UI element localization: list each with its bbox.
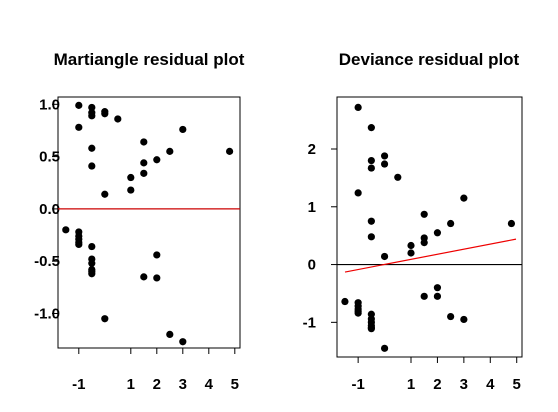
data-point	[88, 270, 96, 278]
x-tick-label: 4	[205, 376, 214, 393]
x-tick-label: 2	[153, 376, 161, 393]
data-point	[88, 242, 96, 251]
data-point	[367, 124, 375, 132]
data-point	[367, 217, 375, 225]
data-point	[367, 156, 375, 165]
data-point	[75, 123, 83, 131]
data-point	[433, 292, 442, 300]
data-point	[380, 160, 389, 168]
data-point	[127, 186, 135, 194]
data-point	[420, 210, 428, 218]
data-point	[140, 138, 148, 146]
data-point	[88, 112, 96, 120]
y-tick-label: -1.0	[34, 305, 60, 322]
data-point	[407, 249, 415, 257]
x-tick-label: -1	[351, 376, 364, 393]
data-point	[433, 284, 442, 292]
martingale-residual-panel: Martiangle residual plot -1 1 2 3 4 5 1.0 0.5 0…	[34, 50, 245, 393]
data-point	[101, 110, 109, 118]
data-point	[447, 312, 455, 321]
data-point	[179, 338, 187, 346]
data-point	[354, 309, 362, 317]
residual-points	[62, 101, 234, 346]
data-point	[367, 233, 375, 241]
data-point	[341, 297, 349, 306]
y-tick-label: -1	[303, 314, 316, 331]
x-axis: -1 1 2 3 4 5	[72, 348, 239, 393]
data-point	[226, 147, 234, 155]
x-tick-label: 4	[486, 376, 495, 393]
x-tick-label: 5	[513, 376, 521, 393]
data-point	[88, 259, 96, 267]
x-tick-label: -1	[72, 376, 85, 393]
data-point	[88, 103, 96, 112]
data-point	[179, 125, 187, 134]
data-point	[380, 344, 389, 352]
plot-frame	[336, 96, 523, 358]
y-axis: 2 1 0 -1	[303, 141, 337, 331]
data-point	[153, 156, 161, 164]
residual-points	[341, 103, 516, 352]
data-point	[153, 251, 161, 259]
data-point	[507, 219, 516, 228]
data-point	[88, 162, 96, 170]
y-tick-label: 1.0	[39, 96, 60, 113]
y-axis: 1.0 0.5 0.0 -0.5 -1.0	[34, 96, 60, 322]
data-point	[75, 240, 83, 249]
data-point	[166, 330, 174, 339]
data-point	[140, 159, 148, 167]
data-point	[367, 325, 375, 333]
deviance-residual-panel: Deviance residual plot -1 1 2 3 4 5 2 1 0 -1	[303, 50, 523, 393]
y-tick-label: 2	[308, 141, 316, 158]
data-point	[101, 190, 109, 198]
plot-title: Martiangle residual plot	[54, 50, 245, 69]
data-point	[367, 164, 375, 172]
x-axis: -1 1 2 3 4 5	[351, 357, 521, 393]
data-point	[75, 101, 83, 109]
data-point	[460, 194, 468, 202]
plot-frame	[57, 96, 241, 349]
data-point	[433, 229, 442, 237]
data-point	[114, 115, 122, 123]
data-point	[354, 103, 362, 111]
y-tick-label: -0.5	[34, 253, 60, 270]
data-point	[420, 239, 428, 247]
data-point	[166, 147, 174, 155]
y-tick-label: 0.0	[39, 201, 60, 218]
data-point	[127, 173, 135, 182]
data-point	[460, 315, 468, 324]
x-tick-label: 3	[179, 376, 187, 393]
trend-line	[344, 238, 517, 273]
x-tick-label: 3	[460, 376, 468, 393]
x-tick-label: 5	[231, 376, 239, 393]
data-point	[407, 241, 415, 250]
data-point	[380, 252, 389, 261]
data-point	[394, 173, 402, 181]
data-point	[140, 273, 148, 281]
data-point	[153, 274, 161, 282]
data-point	[447, 219, 455, 228]
x-tick-label: 2	[433, 376, 441, 393]
y-tick-label: 0	[308, 257, 316, 274]
x-tick-label: 1	[407, 376, 415, 393]
data-point	[420, 292, 428, 300]
data-point	[88, 144, 96, 152]
data-point	[380, 152, 389, 160]
x-tick-label: 1	[127, 376, 135, 393]
data-point	[101, 315, 109, 323]
y-tick-label: 1	[308, 199, 316, 216]
y-tick-label: 0.5	[39, 149, 60, 166]
data-point	[62, 226, 70, 234]
fit-line	[344, 238, 517, 273]
data-point	[140, 169, 148, 177]
data-point	[354, 189, 362, 197]
plot-title: Deviance residual plot	[339, 50, 520, 69]
